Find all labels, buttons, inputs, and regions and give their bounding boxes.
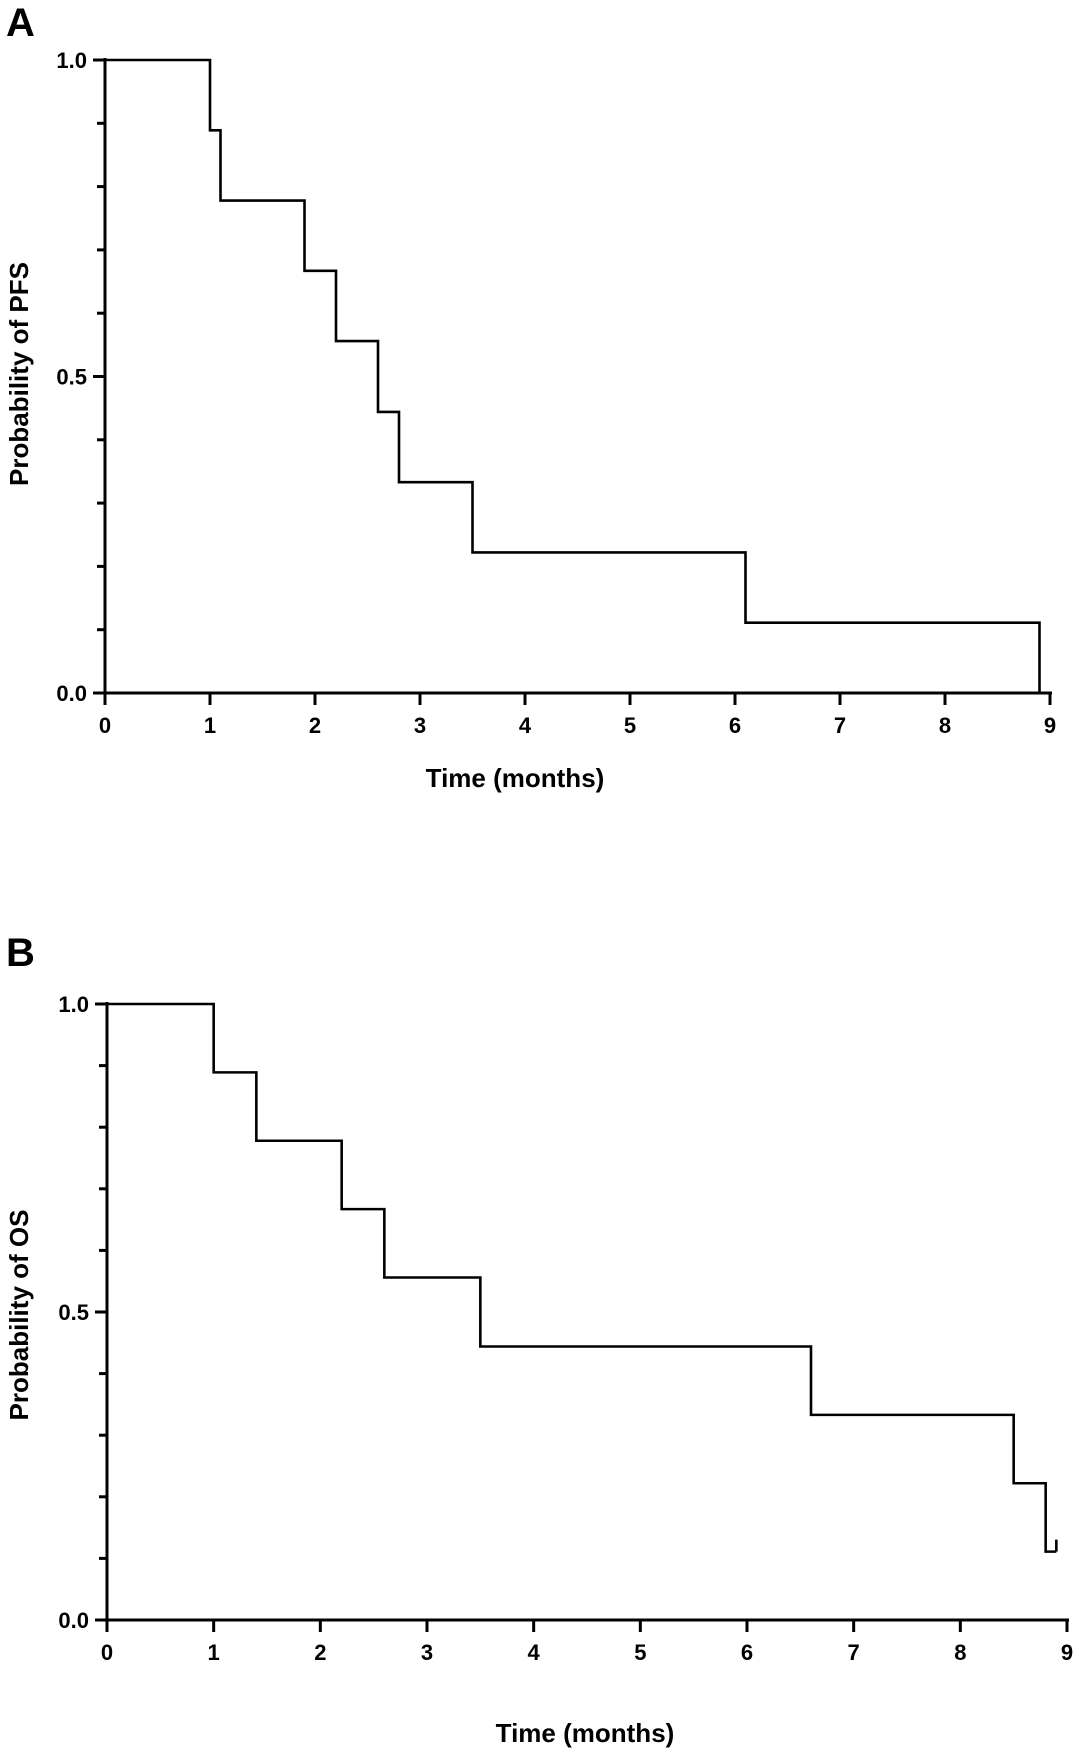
panel-a-x-tick-label: 5 — [624, 713, 636, 738]
panel-a-axes — [93, 58, 1052, 705]
panel-b-y-tick-label: 0.5 — [58, 1300, 89, 1325]
panel-a-x-tick-label: 4 — [519, 713, 532, 738]
panel-a-x-tick-label: 7 — [834, 713, 846, 738]
panel-b-x-tick-label: 9 — [1061, 1640, 1073, 1665]
panel-b-x-tick-label: 8 — [954, 1640, 966, 1665]
panel-a-x-tick-label: 6 — [729, 713, 741, 738]
panel-b-x-tick-label: 5 — [634, 1640, 646, 1665]
panel-a-x-axis-title: Time (months) — [426, 763, 605, 793]
panel-a-y-tick-label: 0.0 — [56, 681, 87, 706]
panel-b-x-tick-label: 0 — [101, 1640, 113, 1665]
panel-a-label: A — [6, 1, 35, 45]
panel-b-y-axis-title: Probability of OS — [4, 1210, 34, 1421]
panel-b-y-tick-labels: 0.0 0.5 1.0 — [58, 992, 89, 1633]
panel-a-x-tick-label: 9 — [1044, 713, 1056, 738]
panel-a-x-tick-label: 8 — [939, 713, 951, 738]
panel-b-y-tick-label: 1.0 — [58, 992, 89, 1017]
panel-b-axes — [95, 1002, 1069, 1632]
panel-b-os-curve — [107, 1002, 1058, 1553]
panel-b-x-tick-label: 1 — [208, 1640, 220, 1665]
panel-a-y-axis-title: Probability of PFS — [4, 262, 34, 486]
panel-a-x-tick-label: 2 — [309, 713, 321, 738]
panel-b-x-tick-label: 7 — [848, 1640, 860, 1665]
panel-b-x-tick-label: 4 — [528, 1640, 541, 1665]
panel-b-x-tick-label: 3 — [421, 1640, 433, 1665]
panel-b: B 0 1 2 3 4 5 6 7 8 9 0.0 0.5 1.0 Time (months) Pro… — [4, 931, 1073, 1748]
panel-b-label: B — [6, 931, 35, 975]
panel-a-x-tick-labels: 0 1 2 3 4 5 6 7 8 9 — [99, 713, 1056, 738]
panel-a-y-tick-labels: 0.0 0.5 1.0 — [56, 48, 87, 706]
panel-b-y-tick-label: 0.0 — [58, 1608, 89, 1633]
panel-a-pfs-curve — [105, 58, 1041, 693]
panel-a-x-tick-label: 0 — [99, 713, 111, 738]
panel-b-x-tick-label: 6 — [741, 1640, 753, 1665]
panel-b-x-tick-labels: 0 1 2 3 4 5 6 7 8 9 — [101, 1640, 1073, 1665]
panel-a-x-tick-label: 1 — [204, 713, 216, 738]
panel-a-y-tick-label: 0.5 — [56, 365, 87, 390]
panel-a-x-tick-label: 3 — [414, 713, 426, 738]
panel-a: A 0 1 2 3 4 5 6 7 8 9 0.0 0.5 1.0 Time (months) Pro… — [4, 1, 1056, 793]
panel-a-y-tick-label: 1.0 — [56, 48, 87, 73]
panel-b-x-tick-label: 2 — [314, 1640, 326, 1665]
panel-b-x-axis-title: Time (months) — [496, 1718, 675, 1748]
